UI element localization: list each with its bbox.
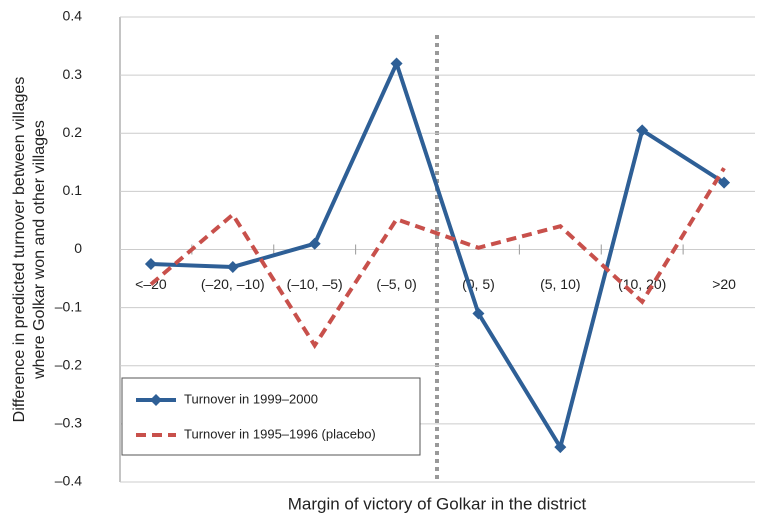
y-tick-label: 0.4 bbox=[63, 8, 83, 24]
y-tick-label: –0.2 bbox=[55, 356, 82, 372]
x-tick-label: (5, 10) bbox=[540, 276, 580, 292]
y-axis-label: Difference in predicted turnover between… bbox=[11, 77, 28, 423]
y-tick-label: 0.2 bbox=[63, 124, 83, 140]
x-tick-label: (10, 20) bbox=[618, 276, 666, 292]
point-marker bbox=[390, 57, 403, 70]
point-marker bbox=[226, 260, 239, 273]
legend-marker bbox=[150, 394, 162, 406]
point-marker bbox=[144, 258, 157, 271]
y-tick-label: 0.1 bbox=[63, 182, 83, 198]
point-marker bbox=[718, 176, 731, 189]
point-marker bbox=[472, 307, 485, 320]
y-axis-label: where Golkar won and other villages bbox=[31, 120, 48, 380]
y-tick-label: –0.3 bbox=[55, 415, 82, 431]
x-axis-label: Margin of victory of Golkar in the distr… bbox=[288, 494, 587, 513]
x-tick-label: (–20, –10) bbox=[201, 276, 265, 292]
line-series bbox=[150, 57, 726, 453]
line-series bbox=[149, 167, 726, 350]
y-tick-label: –0.1 bbox=[55, 298, 82, 314]
y-tick-label: 0.3 bbox=[63, 66, 83, 82]
y-tick-label: –0.4 bbox=[55, 473, 82, 489]
x-tick-label: >20 bbox=[712, 276, 736, 292]
y-tick-label: 0 bbox=[74, 240, 82, 256]
legend-label: Turnover in 1995–1996 (placebo) bbox=[184, 426, 376, 441]
legend-label: Turnover in 1999–2000 bbox=[184, 391, 318, 406]
point-marker bbox=[554, 441, 567, 454]
x-tick-label: (–5, 0) bbox=[376, 276, 416, 292]
point-marker bbox=[308, 237, 321, 250]
point-marker bbox=[636, 124, 649, 137]
x-tick-label: (–10, –5) bbox=[287, 276, 343, 292]
legend-box bbox=[121, 377, 421, 456]
